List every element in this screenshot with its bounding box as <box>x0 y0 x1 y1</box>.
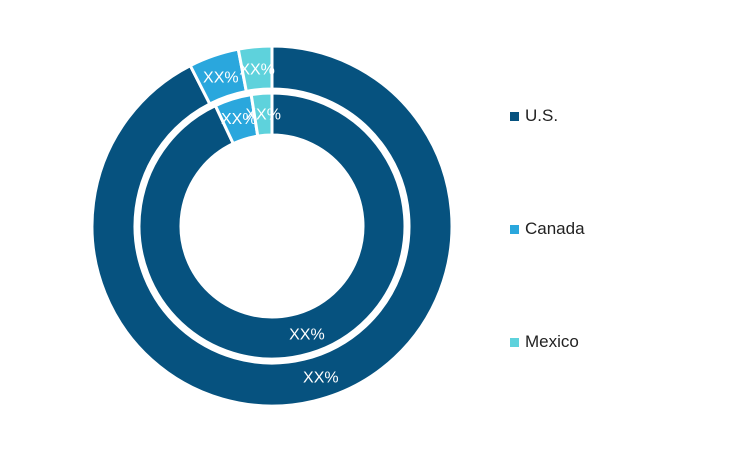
inner-ring-label-canada: XX% <box>221 111 257 128</box>
legend-label-us: U.S. <box>525 106 559 125</box>
chart-legend: U.S. Canada Mexico <box>510 0 730 451</box>
legend-label-canada: Canada <box>525 219 585 238</box>
inner-ring-slice-us[interactable] <box>137 91 407 361</box>
inner-ring-slice-mexico[interactable] <box>249 91 274 138</box>
inner-ring-label-us: XX% <box>289 326 325 343</box>
outer-ring-label-canada: XX% <box>203 70 239 87</box>
legend-swatch-mexico <box>510 337 519 347</box>
outer-ring-label-us: XX% <box>303 369 339 386</box>
outer-ring-slice-us[interactable] <box>90 44 454 408</box>
inner-ring-label-mexico: XX% <box>245 106 281 123</box>
legend-swatch-canada <box>510 224 519 234</box>
legend-item-mexico[interactable]: Mexico <box>510 332 579 352</box>
outer-ring-slice-mexico[interactable] <box>236 44 274 94</box>
legend-item-canada[interactable]: Canada <box>510 219 585 239</box>
double-donut-chart: XX%XX% XX%XX%XX%XX% <box>90 44 454 408</box>
legend-item-us[interactable]: U.S. <box>510 106 558 126</box>
outer-ring-label-mexico: XX% <box>239 62 275 79</box>
legend-swatch-us <box>510 111 519 121</box>
legend-label-mexico: Mexico <box>525 332 579 351</box>
